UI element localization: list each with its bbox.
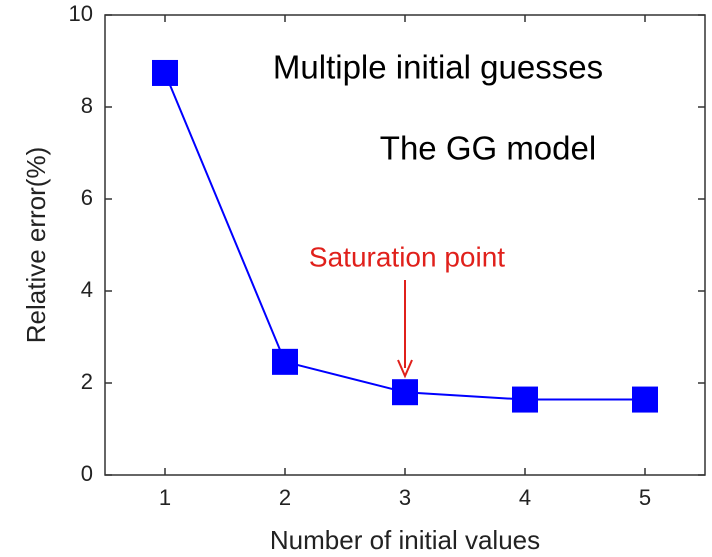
- y-tick-label: 4: [81, 277, 93, 302]
- x-axis-label: Number of initial values: [270, 525, 540, 555]
- marker: [272, 348, 298, 375]
- y-tick-label: 8: [81, 93, 93, 118]
- annotation: The GG model: [380, 130, 596, 167]
- y-tick-label: 2: [81, 369, 93, 394]
- x-tick-label: 1: [159, 485, 171, 510]
- x-tick-label: 3: [399, 485, 411, 510]
- annotation: Multiple initial guesses: [273, 49, 603, 86]
- marker: [152, 59, 178, 86]
- annotation: Saturation point: [309, 241, 505, 272]
- y-tick-label: 0: [81, 461, 93, 486]
- marker: [392, 379, 418, 406]
- marker: [632, 386, 658, 413]
- y-axis-label: Relative error(%): [21, 147, 51, 344]
- x-tick-label: 4: [519, 485, 531, 510]
- x-tick-label: 2: [279, 485, 291, 510]
- arrow-head: [397, 359, 413, 379]
- y-tick-label: 6: [81, 185, 93, 210]
- y-tick-label: 10: [69, 1, 93, 26]
- marker: [512, 386, 538, 413]
- x-tick-label: 5: [639, 485, 651, 510]
